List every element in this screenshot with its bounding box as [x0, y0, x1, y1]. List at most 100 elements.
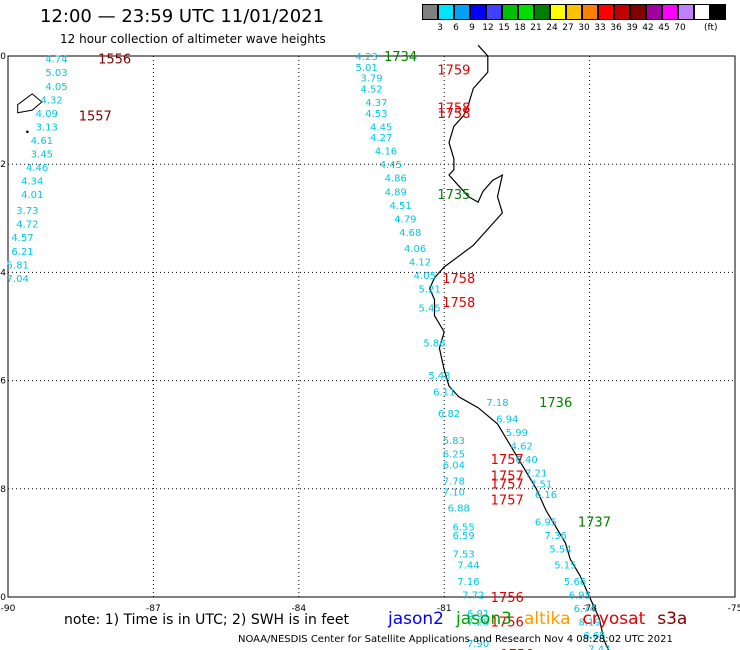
wave-height-label: 7.72	[462, 590, 484, 601]
wave-height-label: 4.61	[31, 136, 53, 147]
wave-height-label: 3.79	[360, 74, 382, 85]
latitude-tick-label: -2	[0, 160, 6, 170]
scale-swatch	[630, 4, 646, 20]
wave-height-label: 6.82	[438, 409, 460, 420]
wave-height-label: 4.51	[389, 201, 411, 212]
scale-label: 45	[658, 23, 670, 33]
wave-height-label: 4.72	[16, 220, 38, 231]
longitude-tick-label: -87	[146, 604, 161, 614]
longitude-tick-label: -90	[1, 604, 16, 614]
pass-time-label: 1757	[491, 453, 524, 468]
wave-height-label: 6.11	[433, 387, 455, 398]
wave-height-label: 7.18	[486, 398, 508, 409]
scale-swatch	[694, 4, 710, 20]
scale-label: 30	[578, 23, 590, 33]
map-subtitle: 12 hour collection of altimeter wave hei…	[60, 32, 326, 46]
wave-height-label: 4.45	[380, 160, 402, 171]
pass-time-label: 1735	[437, 188, 470, 203]
scale-swatch	[438, 4, 454, 20]
wave-height-label: 4.53	[365, 109, 387, 120]
pass-time-label: 1758	[442, 272, 475, 287]
wave-height-label: 7.28	[467, 617, 489, 628]
pass-time-label: 1556	[98, 53, 131, 68]
scale-swatch	[662, 4, 678, 20]
latitude-tick-label: -6	[0, 377, 6, 387]
satellite-legend: jason2 jason3 altika cryosat s3a	[388, 609, 699, 629]
scale-swatch	[566, 4, 582, 20]
wave-height-label: 5.45	[419, 304, 441, 315]
wave-height-label: 5.03	[45, 68, 67, 79]
wave-height-label: 4.09	[36, 109, 58, 120]
wave-height-color-scale: 3 6 9 12 15 18 21 24 27 30 33 36 39 42 45 70 (ft)	[422, 4, 740, 38]
longitude-tick-label: -81	[437, 604, 452, 614]
scale-swatch	[582, 4, 598, 20]
longitude-tick-label: -84	[291, 604, 306, 614]
wave-height-label: 5.01	[356, 63, 378, 74]
wave-height-label: 5.54	[549, 544, 571, 555]
longitude-tick-label: -75	[728, 604, 740, 614]
wave-height-label: 4.16	[375, 147, 397, 158]
wave-height-label: 5.86	[423, 339, 445, 350]
wave-height-label: 4.79	[394, 214, 416, 225]
latitude-tick-label: -4	[0, 268, 6, 278]
legend-cryosat: cryosat	[582, 609, 646, 629]
wave-height-label: 6.59	[452, 531, 474, 542]
scale-label: 36	[610, 23, 622, 33]
wave-height-label: 7.16	[457, 577, 479, 588]
scale-swatch	[598, 4, 614, 20]
wave-height-label: 6.94	[496, 414, 518, 425]
small-island	[26, 130, 29, 134]
pass-time-label: 1757	[491, 494, 524, 509]
scale-label: 15	[498, 23, 510, 33]
galapagos-island	[17, 93, 43, 114]
legend-jason2: jason2	[388, 609, 444, 629]
wave-height-label: 6.55	[452, 523, 474, 534]
scale-label: 21	[530, 23, 542, 33]
wave-height-label: 4.05	[45, 82, 67, 93]
wave-height-label: 4.05	[414, 271, 436, 282]
scale-swatch	[550, 4, 566, 20]
map-frame	[7, 55, 736, 598]
pass-time-label: 1758	[437, 107, 470, 122]
wave-height-label: 7.21	[525, 469, 547, 480]
wave-height-label: 3.73	[16, 206, 38, 217]
wave-height-label: 6.88	[448, 504, 470, 515]
wave-height-label: 4.89	[385, 187, 407, 198]
pass-time-label: 1759	[437, 64, 470, 79]
scale-unit: (ft)	[704, 23, 718, 33]
wave-height-label: 4.62	[511, 442, 533, 453]
scale-swatch	[422, 4, 438, 20]
longitude-tick-label: -78	[582, 604, 597, 614]
wave-height-label: 6.04	[443, 460, 465, 471]
wave-height-label: 3.13	[36, 122, 58, 133]
pass-time-label: 1557	[79, 110, 112, 125]
scale-label: 6	[453, 23, 459, 33]
footnote: note: 1) Time is in UTC; 2) SWH is in fe…	[64, 612, 350, 628]
wave-height-label: 7.04	[7, 274, 29, 285]
wave-height-label: 5.99	[506, 428, 528, 439]
wave-height-label: 5.15	[554, 561, 576, 572]
latitude-tick-label: 0	[0, 52, 6, 62]
wave-height-label: 4.68	[399, 228, 421, 239]
wave-height-label: 5.43	[428, 371, 450, 382]
wave-height-label: 6.21	[11, 247, 33, 258]
scale-label: 3	[437, 23, 443, 33]
coastline	[429, 44, 610, 650]
scale-label: 24	[546, 23, 558, 33]
scale-swatch	[502, 4, 518, 20]
wave-height-label: 5.21	[419, 285, 441, 296]
wave-height-label: 7.53	[452, 550, 474, 561]
legend-altika: altika	[524, 609, 571, 629]
scale-label: 70	[674, 23, 686, 33]
pass-time-label: 1757	[491, 477, 524, 492]
latitude-tick-label: -8	[0, 485, 6, 495]
pass-time-label: 1758	[442, 296, 475, 311]
scale-swatch	[470, 4, 486, 20]
legend-jason3: jason3	[456, 609, 512, 629]
wave-height-label: 7.78	[443, 477, 465, 488]
credit-line: NOAA/NESDIS Center for Satellite Applica…	[238, 634, 673, 645]
wave-height-label: 8.19	[578, 617, 600, 628]
wave-height-label: 5.66	[564, 577, 586, 588]
scale-swatch	[614, 4, 630, 20]
wave-height-label: 4.27	[370, 133, 392, 144]
